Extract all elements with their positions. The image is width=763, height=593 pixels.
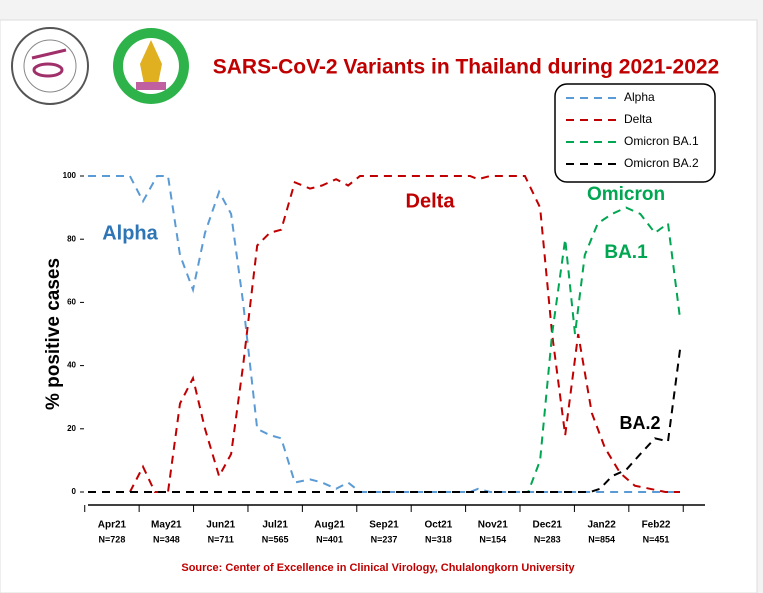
x-tick-label: Aug21 bbox=[314, 520, 345, 531]
y-tick-label: 40 bbox=[67, 361, 76, 370]
source: Source: Center of Excellence in Clinical… bbox=[181, 562, 575, 574]
x-tick-label: Jun21 bbox=[206, 520, 235, 531]
legend-label: Delta bbox=[624, 112, 652, 126]
sample-size: N=854 bbox=[588, 534, 615, 544]
x-tick-label: May21 bbox=[151, 520, 182, 531]
y-axis-label: % positive cases bbox=[43, 258, 64, 410]
x-tick-label: Apr21 bbox=[98, 520, 127, 531]
sample-size: N=154 bbox=[479, 534, 506, 544]
y-tick-label: 80 bbox=[67, 234, 76, 243]
legend-label: Omicron BA.2 bbox=[624, 156, 699, 170]
logo-left bbox=[11, 27, 89, 105]
sample-size: N=318 bbox=[425, 534, 452, 544]
series-line bbox=[88, 206, 681, 493]
legend-label: Alpha bbox=[624, 90, 655, 104]
x-tick-label: Feb22 bbox=[642, 520, 671, 531]
annotation: Delta bbox=[406, 190, 456, 212]
y-tick-label: 100 bbox=[63, 171, 77, 180]
x-tick-label: Sep21 bbox=[369, 520, 399, 531]
y-tick-label: 20 bbox=[67, 424, 76, 433]
y-tick-label: 0 bbox=[72, 487, 77, 496]
sample-size: N=451 bbox=[643, 534, 670, 544]
annotation: BA.2 bbox=[619, 413, 660, 433]
series-line bbox=[88, 175, 680, 493]
sample-size: N=401 bbox=[316, 534, 343, 544]
chart-title: SARS-CoV-2 Variants in Thailand during 2… bbox=[213, 56, 719, 79]
legend-label: Omicron BA.1 bbox=[624, 134, 699, 148]
sample-size: N=348 bbox=[153, 534, 180, 544]
annotation: BA.1 bbox=[604, 242, 648, 263]
annotation: Omicron bbox=[587, 184, 665, 205]
x-tick-label: Dec21 bbox=[532, 520, 562, 531]
x-tick-label: Oct21 bbox=[424, 520, 452, 531]
sample-size: N=283 bbox=[534, 534, 561, 544]
series-line bbox=[88, 349, 681, 493]
sample-size: N=237 bbox=[371, 534, 398, 544]
sample-size: N=565 bbox=[262, 534, 289, 544]
legend-box bbox=[554, 83, 716, 183]
annotation: Alpha bbox=[102, 222, 158, 244]
logo-right bbox=[113, 28, 189, 104]
x-tick-label: Jul21 bbox=[262, 520, 288, 531]
x-tick-label: Jan22 bbox=[587, 520, 616, 531]
x-tick-label: Nov21 bbox=[478, 520, 508, 531]
y-tick-label: 60 bbox=[67, 298, 76, 307]
sample-size: N=728 bbox=[99, 534, 126, 544]
series-line bbox=[88, 175, 680, 493]
sample-size: N=711 bbox=[208, 534, 234, 544]
